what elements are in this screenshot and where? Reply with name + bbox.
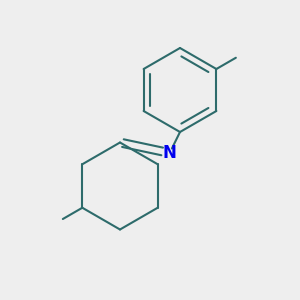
Text: N: N (163, 144, 176, 162)
